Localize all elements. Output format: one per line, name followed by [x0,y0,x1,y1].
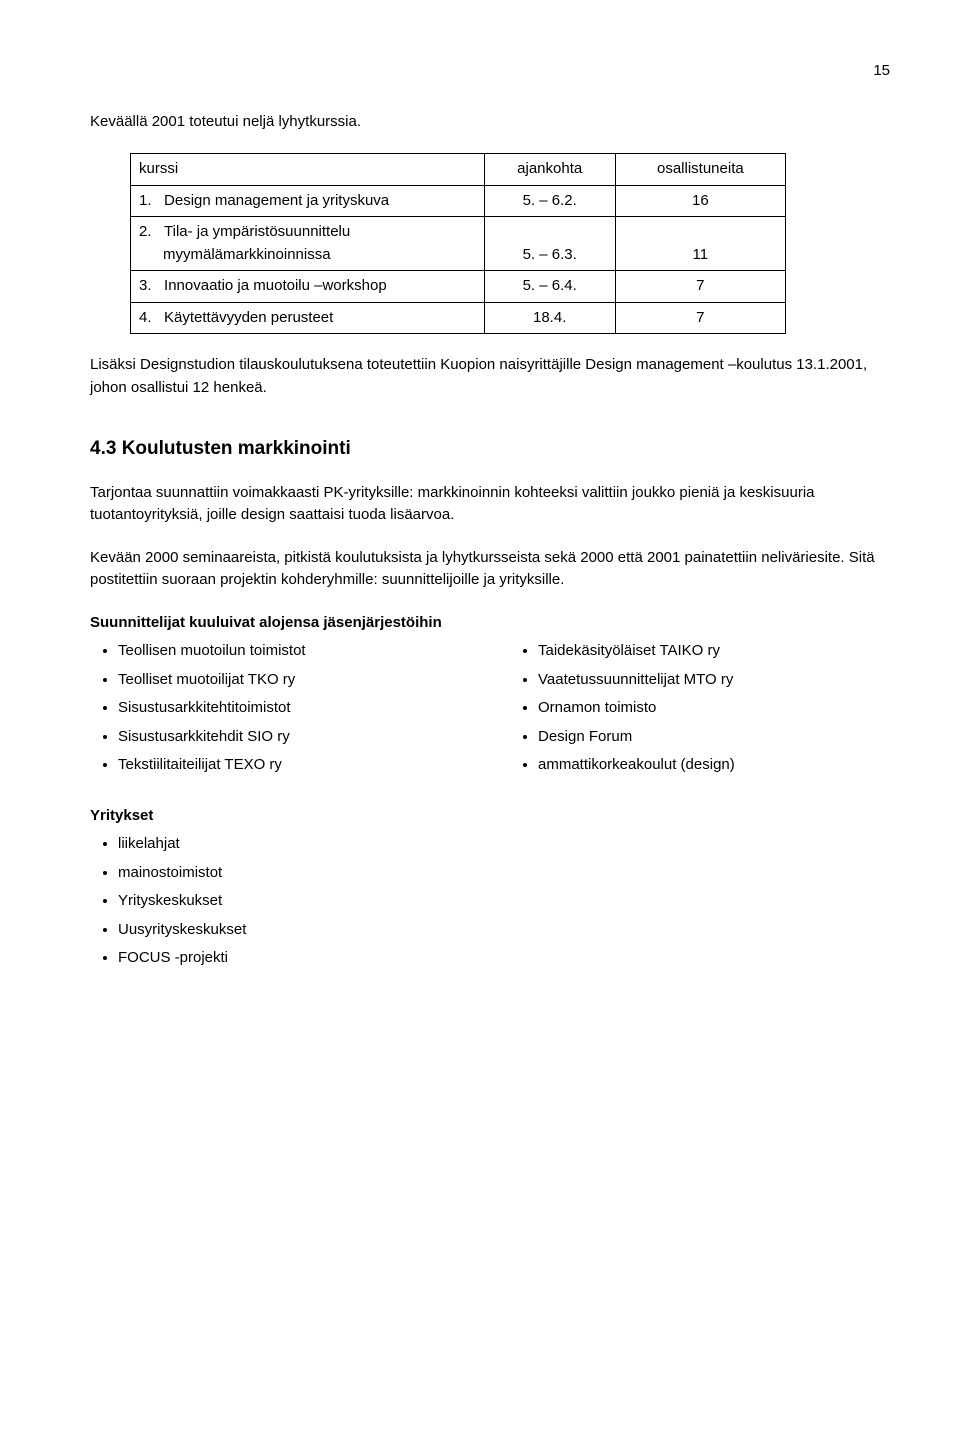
list-item: Sisustusarkkitehtitoimistot [118,697,470,720]
cell-course: 3. Innovaatio ja muotoilu –workshop [131,271,485,303]
designers-columns: Teollisen muotoilun toimistot Teolliset … [90,634,890,797]
companies-heading: Yritykset [90,805,890,828]
list-item: Ornamon toimisto [538,697,890,720]
list-item: Yrityskeskukset [118,890,890,913]
companies-list: liikelahjat mainostoimistot Yrityskeskuk… [90,833,890,970]
cell-date: 5. – 6.2. [484,185,615,217]
cell-count: 7 [615,302,785,334]
list-item: ammattikorkeakoulut (design) [538,754,890,777]
page-number: 15 [90,60,890,83]
cell-date: 5. – 6.4. [484,271,615,303]
designers-heading: Suunnittelijat kuuluivat alojensa jäsenj… [90,612,890,635]
cell-course: 2. Tila- ja ympäristösuunnittelu myymälä… [131,217,485,271]
cell-count: 16 [615,185,785,217]
table-row: 1. Design management ja yrityskuva 5. – … [131,185,786,217]
cell-count: 7 [615,271,785,303]
list-item: Tekstiilitaiteilijat TEXO ry [118,754,470,777]
course-table: kurssi ajankohta osallistuneita 1. Desig… [130,153,786,334]
table-header-row: kurssi ajankohta osallistuneita [131,154,786,186]
list-item: Taidekäsityöläiset TAIKO ry [538,640,890,663]
after-table-text: Lisäksi Designstudion tilauskoulutuksena… [90,354,890,399]
table-row: 3. Innovaatio ja muotoilu –workshop 5. –… [131,271,786,303]
col-header-count: osallistuneita [615,154,785,186]
list-item: Teolliset muotoilijat TKO ry [118,669,470,692]
list-item: liikelahjat [118,833,890,856]
intro-text: Keväällä 2001 toteutui neljä lyhytkurssi… [90,111,890,134]
col-header-course: kurssi [131,154,485,186]
list-item: FOCUS -projekti [118,947,890,970]
cell-date: 18.4. [484,302,615,334]
list-item: Design Forum [538,726,890,749]
cell-date: 5. – 6.3. [484,217,615,271]
designers-list-right: Taidekäsityöläiset TAIKO ry Vaatetussuun… [510,640,890,777]
paragraph-1: Tarjontaa suunnattiin voimakkaasti PK-yr… [90,482,890,527]
cell-course: 1. Design management ja yrityskuva [131,185,485,217]
list-item: Sisustusarkkitehdit SIO ry [118,726,470,749]
section-heading: 4.3 Koulutusten markkinointi [90,435,890,464]
list-item: mainostoimistot [118,862,890,885]
table-row: 4. Käytettävyyden perusteet 18.4. 7 [131,302,786,334]
designers-list-left: Teollisen muotoilun toimistot Teolliset … [90,640,470,777]
list-item: Uusyrityskeskukset [118,919,890,942]
cell-count: 11 [615,217,785,271]
paragraph-2: Kevään 2000 seminaareista, pitkistä koul… [90,547,890,592]
col-header-date: ajankohta [484,154,615,186]
table-row: 2. Tila- ja ympäristösuunnittelu myymälä… [131,217,786,271]
list-item: Vaatetussuunnittelijat MTO ry [538,669,890,692]
cell-course: 4. Käytettävyyden perusteet [131,302,485,334]
list-item: Teollisen muotoilun toimistot [118,640,470,663]
